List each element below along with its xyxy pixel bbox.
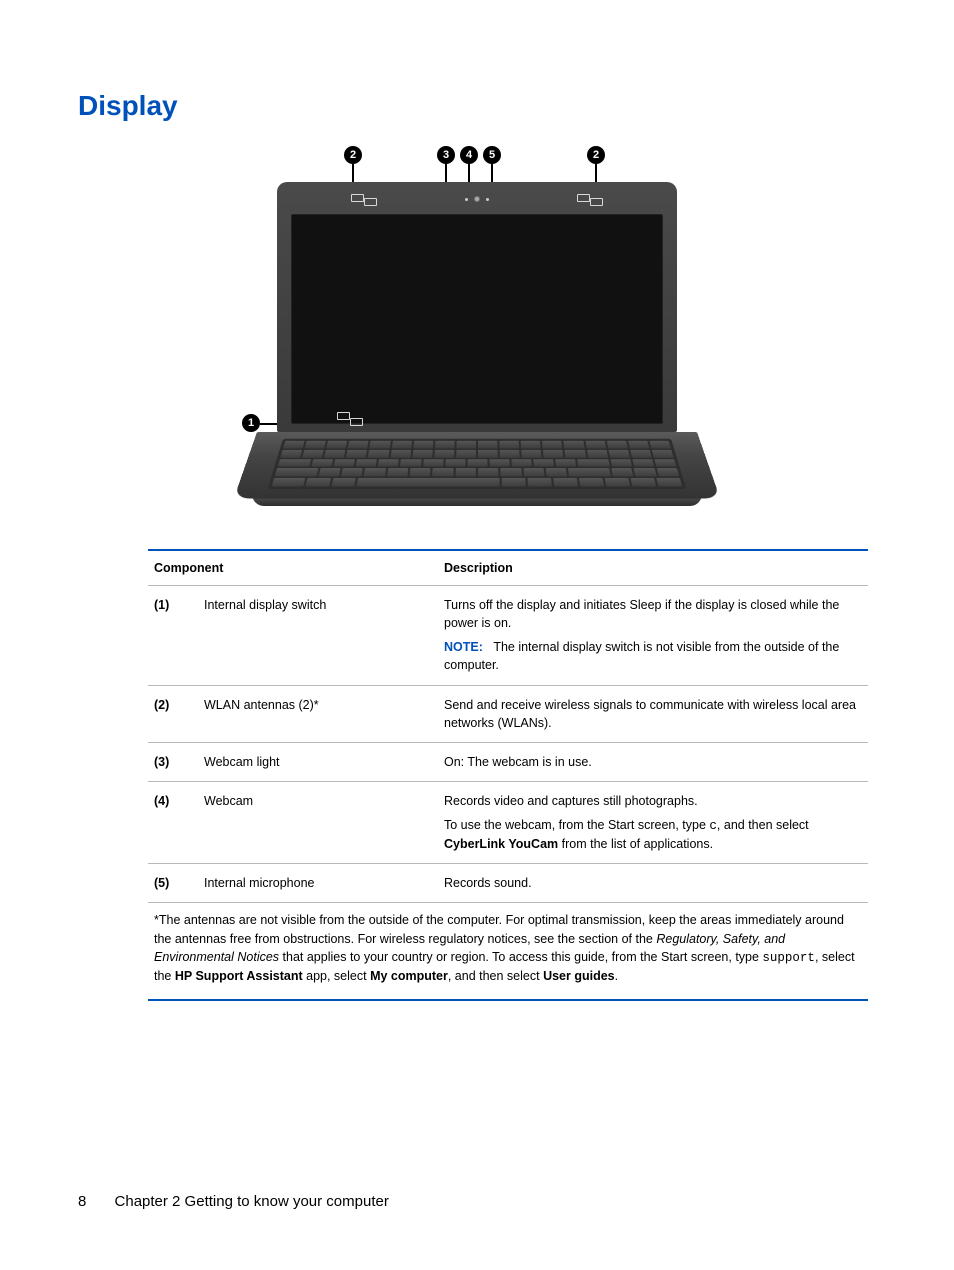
table-row: (3) Webcam light On: The webcam is in us… [148,742,868,781]
table-row: (4) Webcam Records video and captures st… [148,781,868,863]
page-number: 8 [78,1193,86,1210]
row-component: WLAN antennas (2)* [198,685,438,742]
antenna-left-icon [351,194,377,206]
section-heading: Display [78,90,876,122]
table-row: (5) Internal microphone Records sound. [148,864,868,903]
laptop-screen [291,214,663,424]
row-num: (4) [148,781,198,863]
row-component: Webcam light [198,742,438,781]
row-description: On: The webcam is in use. [438,742,868,781]
table-header-row: Component Description [148,550,868,586]
bezel-top [291,198,663,208]
antenna-right-icon [577,194,603,206]
row-component: Internal display switch [198,586,438,686]
callout-4: 4 [460,146,478,164]
table-footnote: *The antennas are not visible from the o… [148,903,868,1000]
chapter-title: Chapter 2 Getting to know your computer [115,1193,389,1210]
diagram-container: 1 2 3 4 5 2 [78,142,876,537]
row-component: Internal microphone [198,864,438,903]
row-description: Records sound. [438,864,868,903]
row-num: (2) [148,685,198,742]
laptop-base [234,432,720,499]
table-row: (2) WLAN antennas (2)* Send and receive … [148,685,868,742]
row-num: (3) [148,742,198,781]
callout-5: 5 [483,146,501,164]
keyboard-icon [268,439,687,489]
webcam-cluster-icon [465,196,489,202]
row-description: Turns off the display and initiates Slee… [438,586,868,686]
page-footer: 8 Chapter 2 Getting to know your compute… [78,1193,389,1210]
row-num: (1) [148,586,198,686]
laptop-diagram: 1 2 3 4 5 2 [237,142,717,537]
header-component: Component [148,550,438,586]
header-description: Description [438,550,868,586]
laptop-lid [277,182,677,432]
table-row: (1) Internal display switch Turns off th… [148,586,868,686]
row-description: Send and receive wireless signals to com… [438,685,868,742]
row-num: (5) [148,864,198,903]
callout-2-right: 2 [587,146,605,164]
callout-3: 3 [437,146,455,164]
callout-2-left: 2 [344,146,362,164]
laptop-illustration [277,182,677,506]
callout-1: 1 [242,414,260,432]
row-description: Records video and captures still photogr… [438,781,868,863]
display-switch-icon [337,412,363,426]
note-label: NOTE: [444,640,483,654]
row-component: Webcam [198,781,438,863]
component-table: Component Description (1) Internal displ… [148,549,868,1001]
